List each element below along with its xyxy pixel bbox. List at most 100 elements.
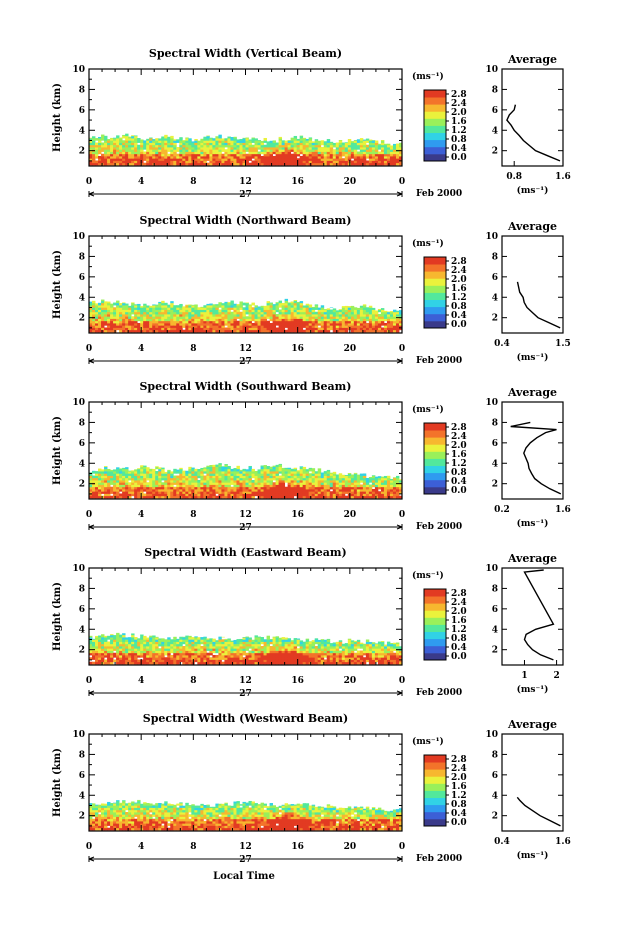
heatmap-cell	[134, 140, 138, 143]
heatmap-cell	[287, 486, 292, 490]
heatmap-cell	[275, 158, 280, 161]
heatmap-cell	[128, 311, 132, 315]
heatmap-cell	[134, 155, 138, 159]
heatmap-cell	[314, 160, 319, 164]
heatmap-cell	[206, 147, 210, 150]
heatmap-cell	[167, 318, 171, 322]
heatmap-cell	[224, 153, 228, 157]
heatmap-cell	[308, 325, 313, 328]
heatmap-cell	[329, 484, 334, 488]
heatmap-cell	[170, 140, 174, 143]
heatmap-cell	[386, 322, 391, 326]
heatmap-cell	[290, 329, 295, 333]
heatmap-cell	[302, 162, 307, 166]
heatmap-cell	[263, 493, 267, 497]
heatmap-cell	[257, 488, 261, 492]
heatmap-cell	[206, 135, 210, 137]
heatmap-cell	[134, 160, 138, 164]
heatmap-cell	[383, 495, 388, 499]
heatmap-cell	[362, 147, 367, 150]
heatmap-cell	[380, 484, 385, 488]
heatmap-cell	[284, 162, 289, 166]
heatmap-cell	[314, 480, 319, 483]
heatmap-cell	[164, 329, 168, 333]
heatmap-cell	[197, 327, 201, 331]
heatmap-cell	[215, 477, 219, 481]
heatmap-cell	[308, 153, 313, 157]
heatmap-cell	[200, 471, 204, 474]
heatmap-cell	[167, 493, 171, 497]
heatmap-cell	[353, 477, 358, 481]
heatmap-cell	[155, 327, 159, 331]
heatmap-cell	[359, 140, 364, 143]
heatmap-cell	[245, 646, 249, 649]
heatmap-cell	[263, 480, 267, 483]
heatmap-cell	[188, 158, 192, 161]
heatmap-cell	[158, 316, 162, 319]
heatmap-cell	[128, 659, 132, 663]
heatmap-cell	[245, 153, 249, 157]
heatmap-cell	[245, 639, 249, 642]
heatmap-cell	[95, 160, 99, 164]
heatmap-cell	[365, 144, 370, 148]
heatmap-cell	[353, 475, 358, 479]
x-tick-label: 16	[291, 510, 304, 520]
heatmap-cell	[137, 648, 141, 651]
heatmap-cell	[122, 302, 126, 306]
heatmap-cell	[269, 484, 273, 488]
heatmap-cell	[212, 309, 216, 313]
heatmap-cell	[299, 305, 304, 308]
heatmap-cell	[119, 468, 123, 470]
heatmap-cell	[140, 325, 144, 328]
heatmap-cell	[110, 661, 114, 665]
heatmap-cell	[89, 155, 93, 159]
heatmap-cell	[215, 327, 219, 331]
heatmap-cell	[200, 153, 204, 157]
heatmap-cell	[224, 657, 228, 660]
heatmap-cell	[248, 646, 252, 649]
heatmap-cell	[107, 322, 111, 326]
heatmap-cell	[215, 136, 219, 139]
heatmap-cell	[248, 140, 252, 143]
heatmap-cell	[257, 652, 261, 656]
heatmap-cell	[272, 488, 276, 492]
heatmap-cell	[197, 309, 201, 313]
average-y-tick-label: 4	[492, 126, 498, 136]
colorbar-tick-label: 1.2	[451, 126, 467, 136]
heatmap-cell	[152, 659, 156, 663]
heatmap-cell	[149, 471, 153, 474]
heatmap-cell	[158, 318, 162, 322]
heatmap-cell	[224, 475, 228, 479]
heatmap-cell	[221, 650, 225, 654]
heatmap-cell	[338, 314, 343, 317]
heatmap-cell	[113, 475, 117, 479]
heatmap-cell	[293, 135, 298, 139]
heatmap-cell	[110, 162, 114, 166]
heatmap-cell	[161, 643, 165, 647]
heatmap-cell	[398, 322, 403, 326]
heatmap-cell	[251, 654, 255, 658]
heatmap-cell	[320, 160, 325, 164]
heatmap-cell	[398, 158, 403, 161]
heatmap-cell	[188, 495, 192, 499]
heatmap-cell	[188, 477, 192, 481]
heatmap-cell	[98, 639, 102, 642]
heatmap-cell	[185, 142, 189, 146]
heatmap-cell	[347, 314, 352, 317]
heatmap-cell	[305, 307, 310, 310]
heatmap-cell	[179, 646, 183, 649]
heatmap-cell	[221, 138, 225, 141]
heatmap-cell	[284, 314, 289, 317]
heatmap-cell	[257, 636, 261, 638]
heatmap-cell	[134, 648, 138, 651]
heatmap-cell	[233, 641, 237, 645]
heatmap-cell	[311, 151, 316, 155]
heatmap-cell	[173, 144, 177, 148]
heatmap-cell	[299, 140, 304, 143]
heatmap-cell	[290, 140, 295, 143]
heatmap-cell	[248, 488, 252, 492]
heatmap-cell	[158, 314, 162, 317]
heatmap-cell	[158, 641, 162, 645]
heatmap-cell	[194, 142, 198, 146]
